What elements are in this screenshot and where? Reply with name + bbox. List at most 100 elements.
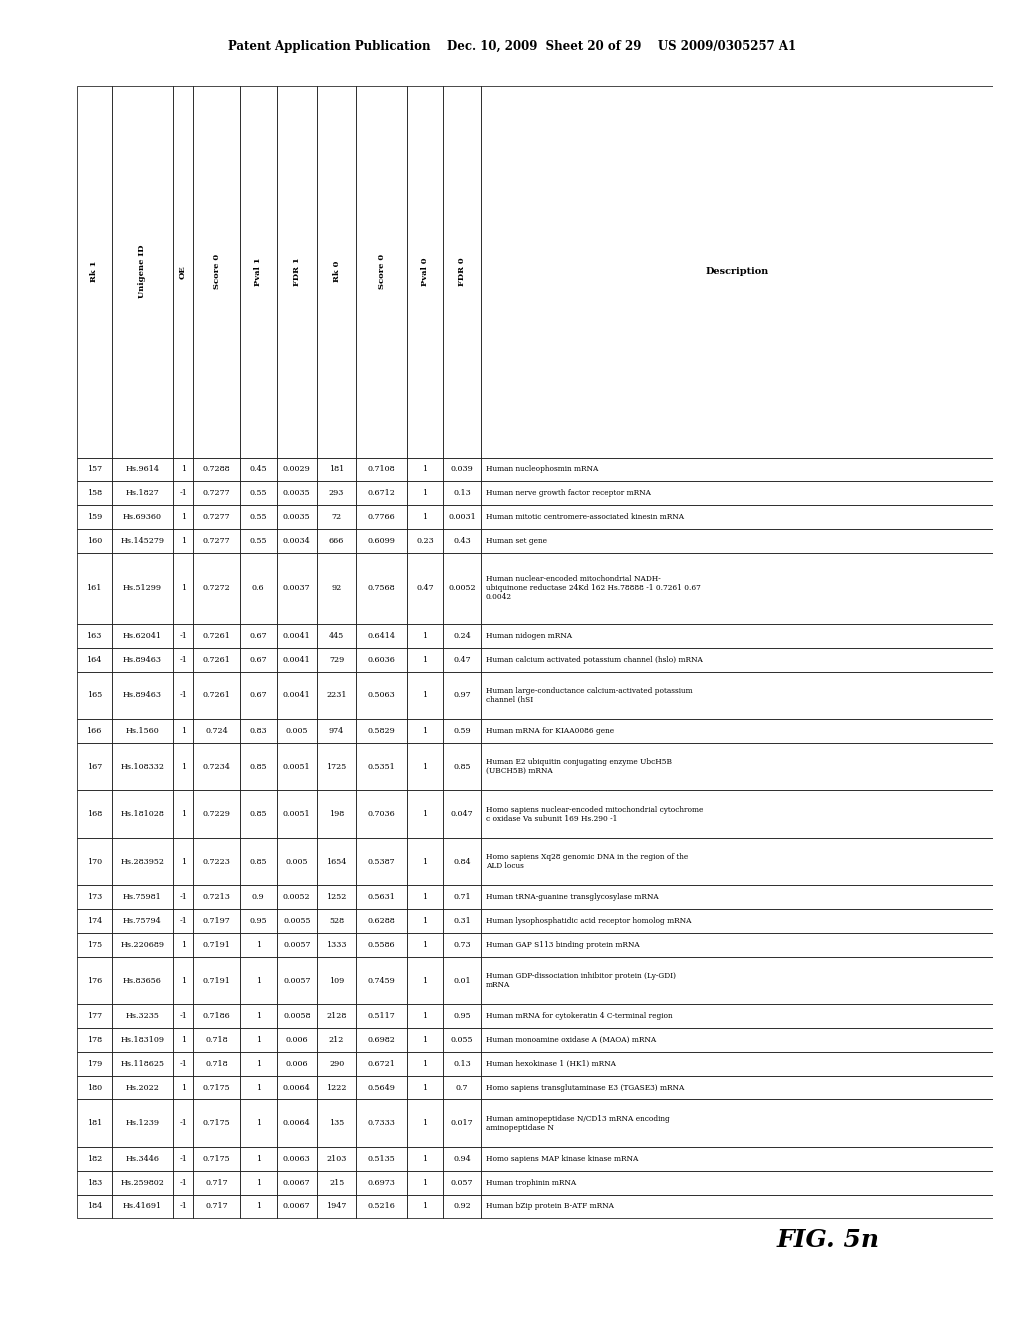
Bar [316,838,356,886]
Bar [407,1005,443,1028]
Text: -1: -1 [179,656,187,664]
Bar [112,791,173,838]
Text: 0.7: 0.7 [456,1084,468,1092]
Text: 0.717: 0.717 [205,1179,228,1187]
Bar [443,909,481,933]
Text: Hs.145279: Hs.145279 [121,537,164,545]
Bar [443,1052,481,1076]
Text: 0.724: 0.724 [205,727,228,735]
Bar [112,1076,173,1100]
Bar [77,791,112,838]
Bar [173,648,194,672]
Text: 183: 183 [87,1179,101,1187]
Bar [356,1076,407,1100]
Text: 1: 1 [423,1036,428,1044]
Text: 0.47: 0.47 [454,656,471,664]
Bar [407,86,443,458]
Text: 109: 109 [329,977,344,985]
Text: -1: -1 [179,1203,187,1210]
Bar [443,1195,481,1218]
Bar [194,1195,240,1218]
Bar [443,648,481,672]
Bar [112,1028,173,1052]
Text: 0.6036: 0.6036 [368,656,395,664]
Text: Hs.1560: Hs.1560 [126,727,159,735]
Bar [276,672,316,719]
Bar [276,1195,316,1218]
Bar [276,1052,316,1076]
Bar [443,482,481,506]
Text: 0.005: 0.005 [286,727,308,735]
Bar [173,482,194,506]
Text: Homo sapiens transglutaminase E3 (TGASE3) mRNA: Homo sapiens transglutaminase E3 (TGASE3… [485,1084,684,1092]
Text: 1: 1 [423,490,428,498]
Text: 0.039: 0.039 [451,466,473,474]
Text: 1: 1 [423,977,428,985]
Bar [112,933,173,957]
Bar [356,1052,407,1076]
Bar [173,1100,194,1147]
Text: Hs.89463: Hs.89463 [123,656,162,664]
Bar [407,838,443,886]
Bar [316,743,356,791]
Text: Human mitotic centromere-associated kinesin mRNA: Human mitotic centromere-associated kine… [485,513,684,521]
Text: 0.006: 0.006 [286,1036,308,1044]
Text: 666: 666 [329,537,344,545]
Text: 0.7036: 0.7036 [368,810,395,818]
Text: -1: -1 [179,1119,187,1127]
Bar [481,1052,993,1076]
Bar [407,624,443,648]
Text: 1: 1 [180,585,185,593]
Bar [316,624,356,648]
Bar [194,624,240,648]
Text: 0.7108: 0.7108 [368,466,395,474]
Bar [194,506,240,529]
Bar [77,482,112,506]
Text: Hs.41691: Hs.41691 [123,1203,162,1210]
Text: 178: 178 [87,1036,101,1044]
Bar [407,458,443,482]
Text: Human E2 ubiquitin conjugating enzyme UbcH5B
(UBCH5B) mRNA: Human E2 ubiquitin conjugating enzyme Ub… [485,758,672,775]
Text: -1: -1 [179,1179,187,1187]
Text: 1: 1 [423,763,428,771]
Text: Hs.9614: Hs.9614 [125,466,160,474]
Bar [407,1195,443,1218]
Bar [481,1005,993,1028]
Bar [443,529,481,553]
Bar [173,672,194,719]
Text: 0.6712: 0.6712 [368,490,395,498]
Text: 1: 1 [180,466,185,474]
Text: 170: 170 [87,858,101,866]
Text: 1: 1 [180,513,185,521]
Text: Hs.89463: Hs.89463 [123,692,162,700]
Text: 0.5063: 0.5063 [368,692,395,700]
Bar [316,1005,356,1028]
Text: 0.45: 0.45 [250,466,267,474]
Bar [407,957,443,1005]
Text: 0.017: 0.017 [451,1119,473,1127]
Text: 1725: 1725 [327,763,347,771]
Bar [173,909,194,933]
Bar [276,1171,316,1195]
Bar [481,1076,993,1100]
Bar [356,648,407,672]
Text: Patent Application Publication    Dec. 10, 2009  Sheet 20 of 29    US 2009/03052: Patent Application Publication Dec. 10, … [228,40,796,53]
Text: 163: 163 [86,632,102,640]
Bar [112,957,173,1005]
Bar [481,529,993,553]
Text: 0.94: 0.94 [454,1155,471,1163]
Text: 974: 974 [329,727,344,735]
Bar [194,1052,240,1076]
Bar [173,506,194,529]
Bar [112,482,173,506]
Bar [173,719,194,743]
Bar [316,719,356,743]
Text: 0.73: 0.73 [454,941,471,949]
Text: Rk 0: Rk 0 [333,261,341,282]
Text: Human aminopeptidase N/CD13 mRNA encoding
aminopeptidase N: Human aminopeptidase N/CD13 mRNA encodin… [485,1114,670,1131]
Bar [276,909,316,933]
Text: 0.9: 0.9 [252,894,264,902]
Bar [356,743,407,791]
Bar [194,458,240,482]
Bar [316,648,356,672]
